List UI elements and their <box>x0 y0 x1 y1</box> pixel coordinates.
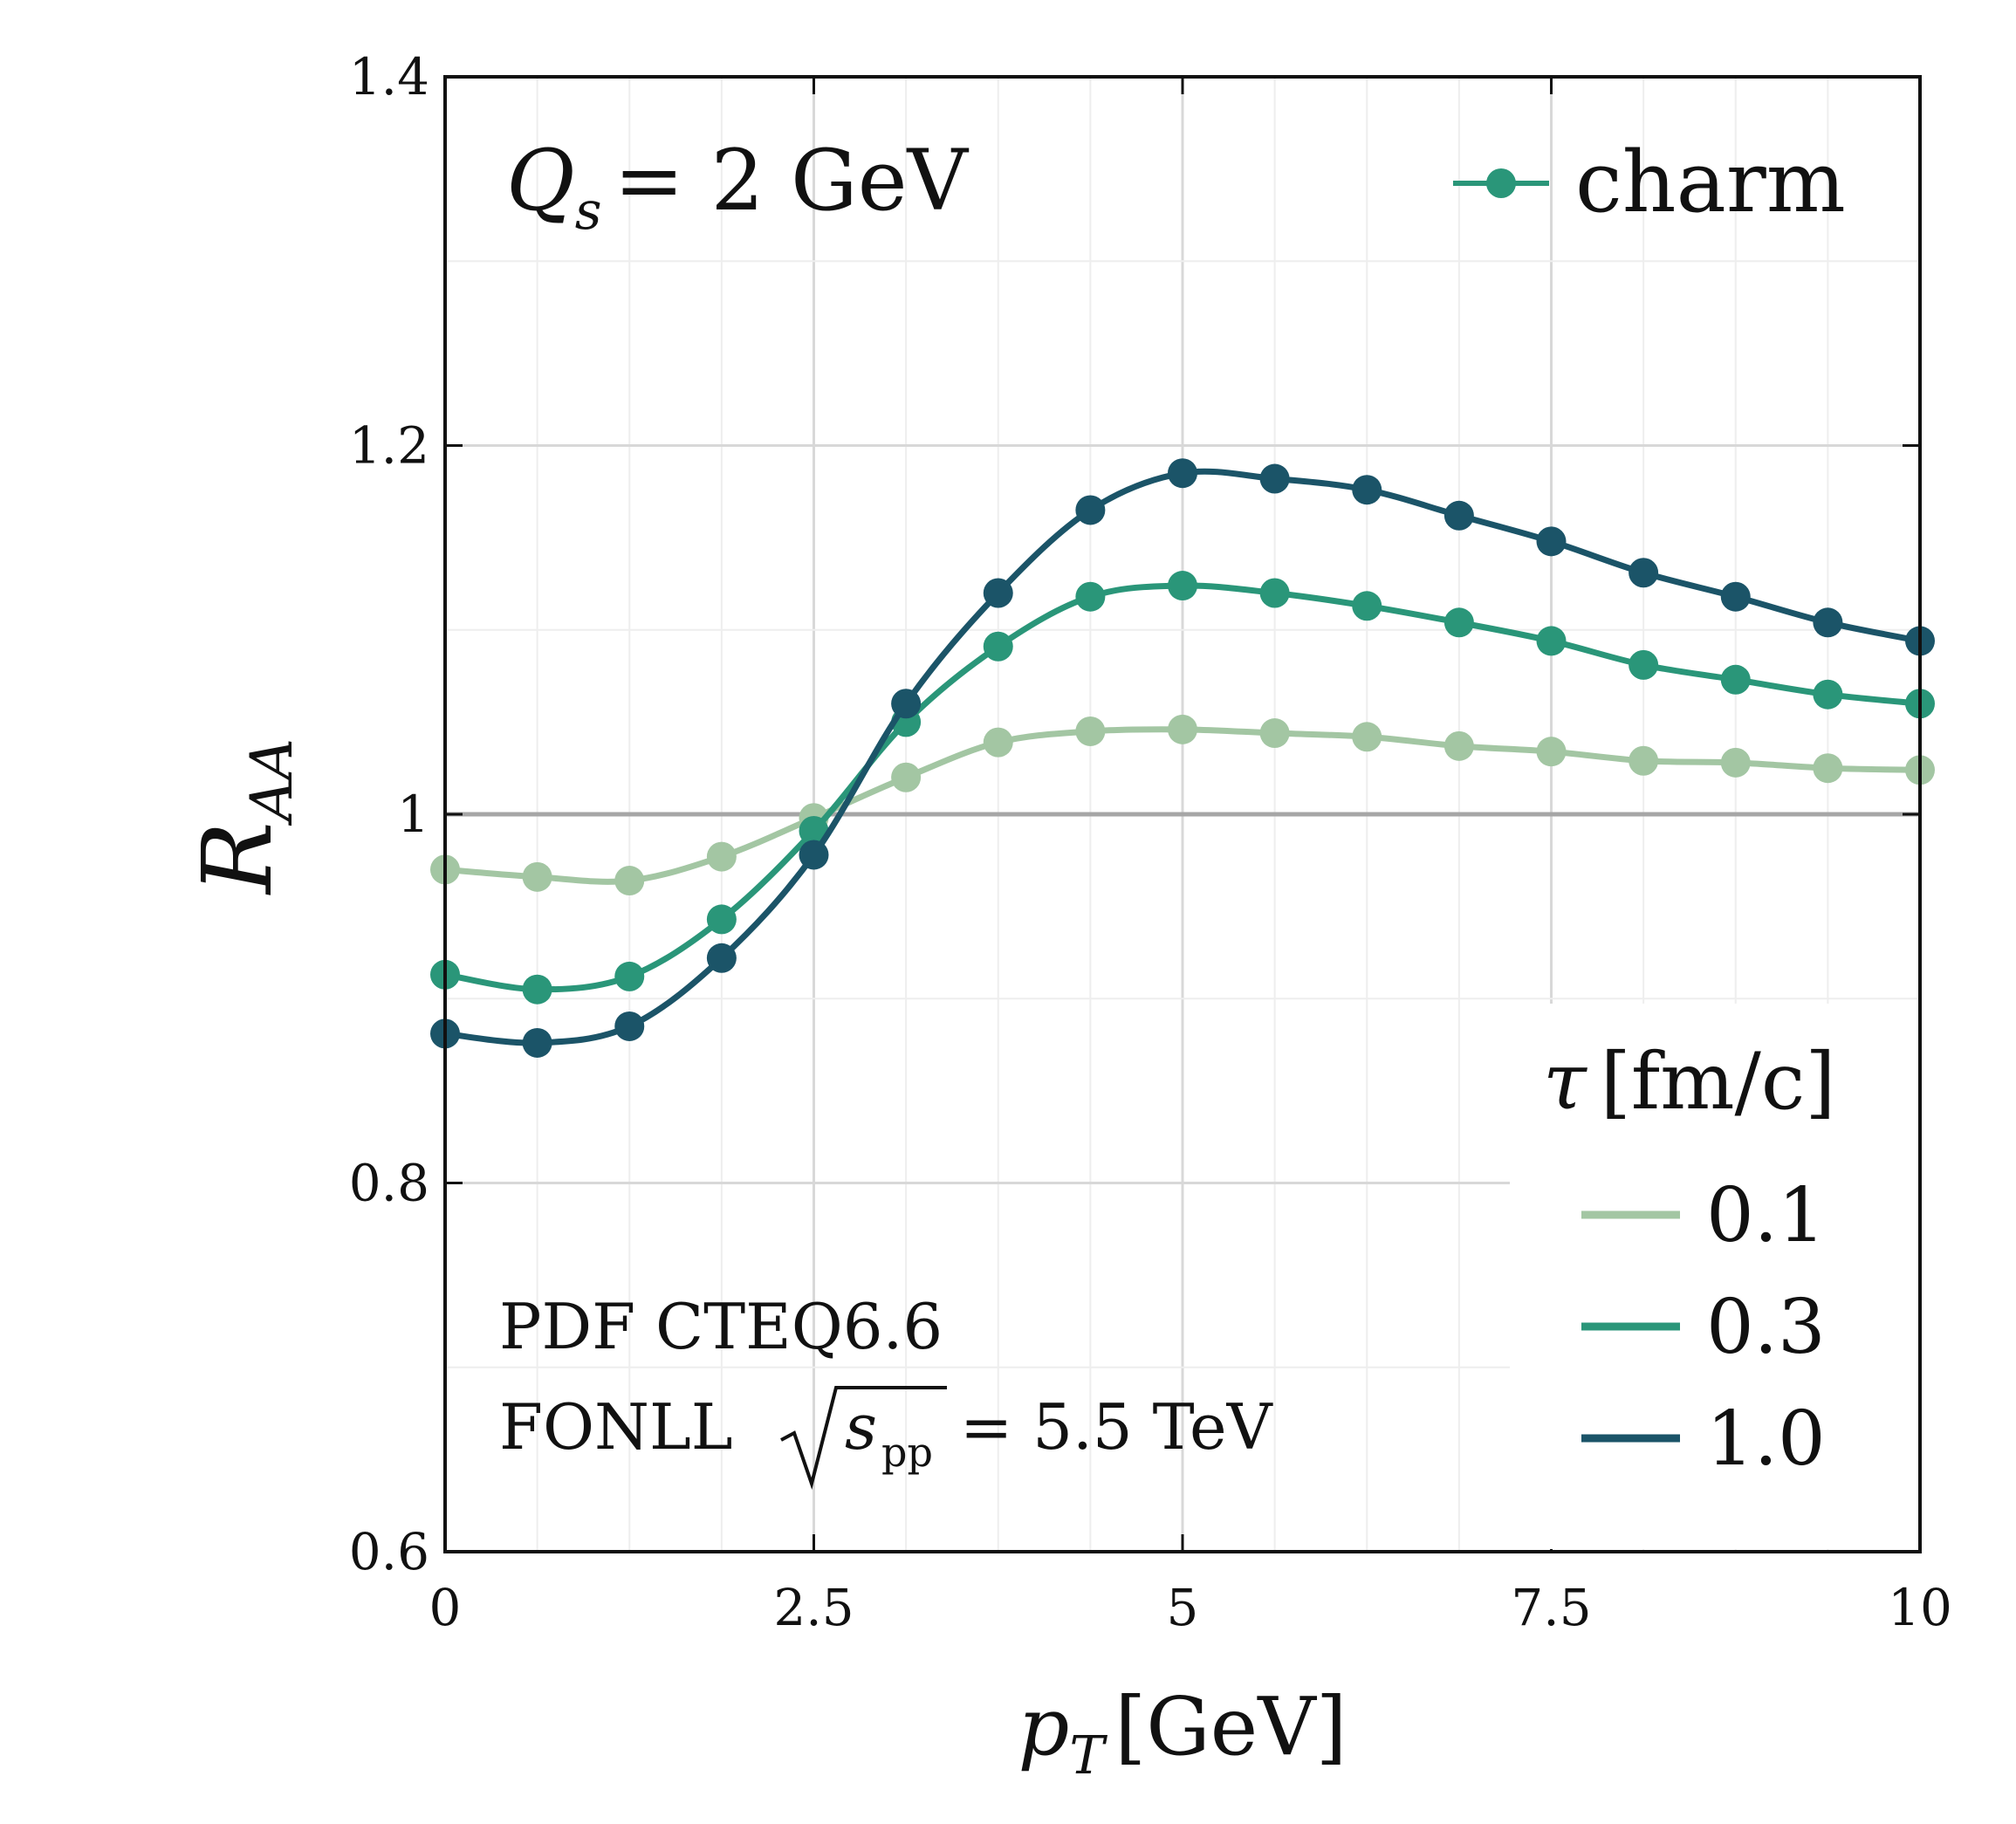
data-point <box>522 1027 552 1058</box>
data-point <box>706 943 737 973</box>
data-point <box>1720 664 1751 695</box>
pdf-annotation: PDF CTEQ6.6 <box>499 1290 943 1363</box>
fonll-prefix: FONLL <box>499 1390 733 1464</box>
legend-background <box>1510 1004 1918 1549</box>
data-point <box>1629 745 1659 776</box>
legend-title: τ [fm/c] <box>1543 1036 1835 1128</box>
data-point <box>1813 607 1843 638</box>
data-point <box>1629 558 1659 588</box>
y-axis-sub: AA <box>238 738 305 826</box>
legend-charm-label: charm <box>1575 134 1846 231</box>
data-point <box>891 762 922 792</box>
data-point <box>799 816 829 847</box>
data-point <box>1720 581 1751 612</box>
data-point <box>1259 578 1290 608</box>
data-point <box>614 866 645 896</box>
data-point <box>614 961 645 991</box>
x-axis-label: pT [GeV] <box>1018 1680 1347 1786</box>
data-point <box>1168 571 1197 601</box>
data-point <box>1536 737 1567 767</box>
data-point <box>1259 463 1290 494</box>
y-tick-label: 0.8 <box>349 1154 429 1213</box>
data-point <box>706 841 737 872</box>
legend-entries: 0.1 0.3 1.0 <box>1581 1172 1826 1483</box>
x-tick-label: 2.5 <box>773 1578 854 1637</box>
x-axis-sub: T <box>1069 1725 1107 1786</box>
saturation-scale-annotation: Qs = 2 GeV <box>506 132 970 242</box>
ticks: 0 2.5 5 7.5 10 0.6 0.8 1 1.2 1.4 <box>349 47 1952 1637</box>
sqrt-sign <box>780 1386 947 1490</box>
series-group <box>430 458 1935 1058</box>
tau-symbol: τ <box>1543 1036 1587 1128</box>
data-point <box>1443 500 1474 531</box>
legend-charm: charm <box>1453 134 1846 231</box>
y-axis-label: RAA <box>182 738 305 895</box>
data-point <box>1813 753 1843 784</box>
x-tick-label: 0 <box>429 1578 462 1637</box>
data-point <box>1352 722 1382 752</box>
data-point <box>983 727 1013 758</box>
data-point <box>983 578 1013 608</box>
data-point <box>799 840 829 870</box>
y-tick-label: 0.6 <box>349 1522 429 1581</box>
legend-label: 1.0 <box>1706 1395 1826 1483</box>
qs-symbol: Q <box>506 132 575 230</box>
data-point <box>1813 679 1843 710</box>
data-point <box>522 861 552 892</box>
data-point <box>1629 649 1659 680</box>
legend-label: 0.3 <box>1706 1284 1826 1371</box>
data-point <box>1443 607 1474 638</box>
series-tau-0.1 <box>430 714 1935 896</box>
x-tick-label: 7.5 <box>1511 1578 1591 1637</box>
data-point <box>1259 718 1290 749</box>
y-axis-var: R <box>182 821 293 895</box>
data-point <box>1536 526 1567 557</box>
data-point <box>1075 495 1106 525</box>
x-tick-label: 10 <box>1888 1578 1952 1637</box>
data-point <box>1352 591 1382 621</box>
qs-value: = 2 GeV <box>614 132 970 230</box>
data-point <box>1075 581 1106 612</box>
energy-value: = 5.5 TeV <box>960 1390 1274 1464</box>
fonll-annotation: FONLL s pp = 5.5 TeV <box>499 1386 1274 1490</box>
legend-entry-1.0: 1.0 <box>1581 1395 1826 1483</box>
legend-entry-0.1: 0.1 <box>1581 1172 1826 1259</box>
data-point <box>1168 458 1197 489</box>
qs-subscript: s <box>575 181 602 242</box>
data-point <box>1075 716 1106 746</box>
data-point <box>1352 475 1382 505</box>
y-tick-label: 1 <box>397 785 429 844</box>
data-point <box>1443 730 1474 761</box>
sqrt-s-subscript: pp <box>881 1429 933 1476</box>
data-point <box>522 974 552 1005</box>
data-point <box>1536 626 1567 656</box>
legend-label: 0.1 <box>1706 1172 1826 1259</box>
data-point <box>1720 747 1751 778</box>
data-point <box>706 904 737 935</box>
x-tick-label: 5 <box>1167 1578 1199 1637</box>
data-point <box>614 1011 645 1041</box>
legend-charm-marker <box>1486 168 1516 198</box>
series-line <box>442 582 1923 993</box>
x-axis-unit: [GeV] <box>1114 1680 1347 1773</box>
legend-entry-0.3: 0.3 <box>1581 1284 1826 1371</box>
data-point <box>1168 714 1197 744</box>
x-axis-var: p <box>1018 1680 1069 1773</box>
data-point <box>983 631 1013 662</box>
data-point <box>891 689 922 719</box>
tau-unit: [fm/c] <box>1601 1036 1836 1128</box>
y-tick-label: 1.2 <box>349 416 429 476</box>
y-tick-label: 1.4 <box>349 47 429 106</box>
series-tau-0.3 <box>430 571 1935 1005</box>
sqrt-s-symbol: s <box>845 1390 877 1464</box>
